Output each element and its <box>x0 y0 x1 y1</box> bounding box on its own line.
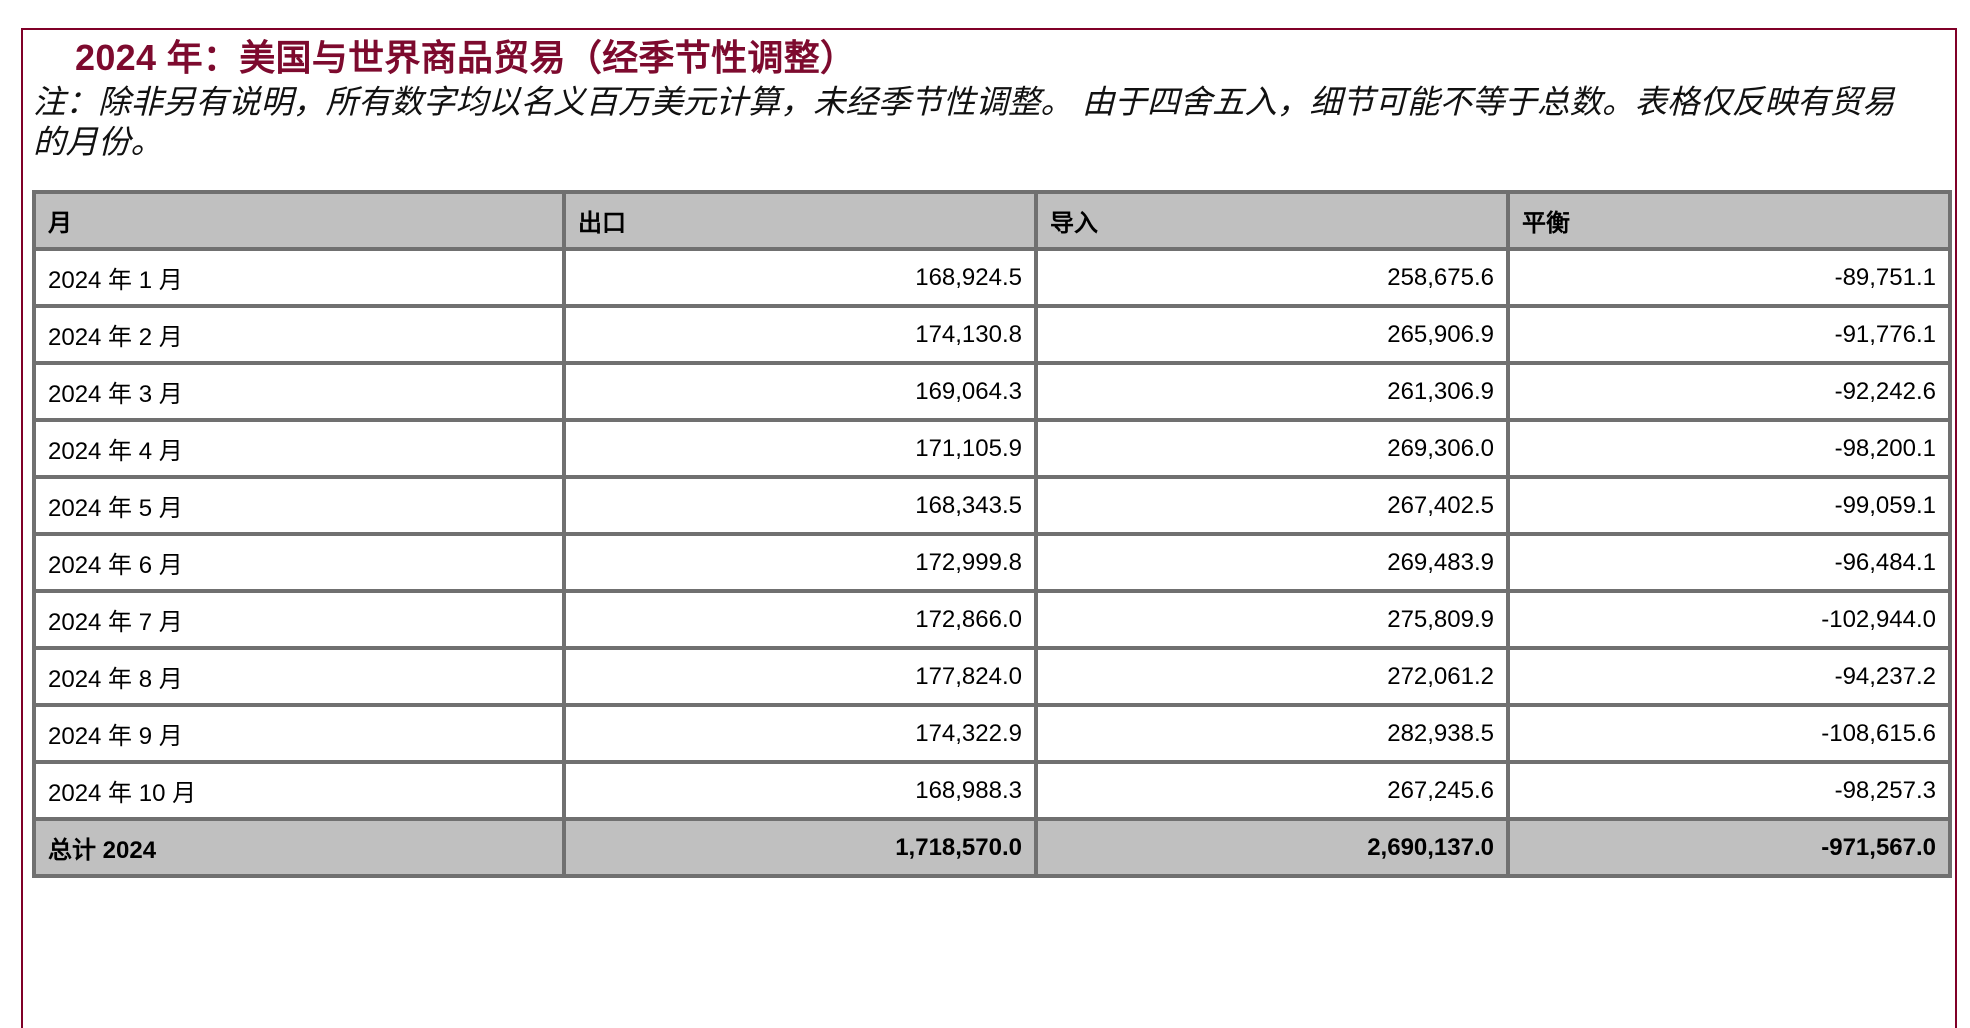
table-row: 2024 年 2 月 174,130.8 265,906.9 -91,776.1 <box>32 304 1952 365</box>
cell-total-exports: 1,718,570.0 <box>562 817 1038 878</box>
cell-exports: 172,999.8 <box>562 532 1038 593</box>
table-row: 2024 年 1 月 168,924.5 258,675.6 -89,751.1 <box>32 247 1952 308</box>
cell-exports: 174,322.9 <box>562 703 1038 764</box>
cell-imports: 261,306.9 <box>1034 361 1510 422</box>
table-row: 2024 年 7 月 172,866.0 275,809.9 -102,944.… <box>32 589 1952 650</box>
table-row: 2024 年 9 月 174,322.9 282,938.5 -108,615.… <box>32 703 1952 764</box>
table-note: 注：除非另有说明，所有数字均以名义百万美元计算，未经季节性调整。 由于四舍五入，… <box>33 84 1895 160</box>
cell-imports: 269,306.0 <box>1034 418 1510 479</box>
cell-total-imports: 2,690,137.0 <box>1034 817 1510 878</box>
cell-imports: 265,906.9 <box>1034 304 1510 365</box>
table-row: 2024 年 10 月 168,988.3 267,245.6 -98,257.… <box>32 760 1952 821</box>
cell-exports: 174,130.8 <box>562 304 1038 365</box>
cell-balance: -98,257.3 <box>1506 760 1952 821</box>
cell-imports: 258,675.6 <box>1034 247 1510 308</box>
cell-balance: -91,776.1 <box>1506 304 1952 365</box>
cell-balance: -102,944.0 <box>1506 589 1952 650</box>
cell-balance: -96,484.1 <box>1506 532 1952 593</box>
cell-imports: 267,402.5 <box>1034 475 1510 536</box>
cell-month: 2024 年 9 月 <box>32 703 566 764</box>
cell-balance: -108,615.6 <box>1506 703 1952 764</box>
table-total-row: 总计 2024 1,718,570.0 2,690,137.0 -971,567… <box>32 817 1952 878</box>
cell-exports: 171,105.9 <box>562 418 1038 479</box>
table-header-row: 月 出口 导入 平衡 <box>32 190 1952 251</box>
section-title: 2024 年：美国与世界商品贸易（经季节性调整） <box>63 36 869 80</box>
cell-imports: 275,809.9 <box>1034 589 1510 650</box>
cell-exports: 169,064.3 <box>562 361 1038 422</box>
cell-month: 2024 年 6 月 <box>32 532 566 593</box>
cell-balance: -94,237.2 <box>1506 646 1952 707</box>
cell-exports: 168,924.5 <box>562 247 1038 308</box>
table-row: 2024 年 6 月 172,999.8 269,483.9 -96,484.1 <box>32 532 1952 593</box>
cell-month: 2024 年 2 月 <box>32 304 566 365</box>
cell-exports: 168,988.3 <box>562 760 1038 821</box>
cell-total-label: 总计 2024 <box>32 817 566 878</box>
column-header-balance: 平衡 <box>1506 190 1952 251</box>
cell-month: 2024 年 7 月 <box>32 589 566 650</box>
cell-exports: 177,824.0 <box>562 646 1038 707</box>
cell-imports: 282,938.5 <box>1034 703 1510 764</box>
cell-month: 2024 年 5 月 <box>32 475 566 536</box>
column-header-exports: 出口 <box>562 190 1038 251</box>
cell-imports: 272,061.2 <box>1034 646 1510 707</box>
cell-month: 2024 年 3 月 <box>32 361 566 422</box>
cell-balance: -89,751.1 <box>1506 247 1952 308</box>
table-row: 2024 年 5 月 168,343.5 267,402.5 -99,059.1 <box>32 475 1952 536</box>
column-header-imports: 导入 <box>1034 190 1510 251</box>
table-row: 2024 年 8 月 177,824.0 272,061.2 -94,237.2 <box>32 646 1952 707</box>
cell-balance: -98,200.1 <box>1506 418 1952 479</box>
column-header-month: 月 <box>32 190 566 251</box>
table-row: 2024 年 4 月 171,105.9 269,306.0 -98,200.1 <box>32 418 1952 479</box>
trade-section-frame: 2024 年：美国与世界商品贸易（经季节性调整） <box>21 28 1957 1028</box>
cell-month: 2024 年 4 月 <box>32 418 566 479</box>
cell-exports: 168,343.5 <box>562 475 1038 536</box>
table-row: 2024 年 3 月 169,064.3 261,306.9 -92,242.6 <box>32 361 1952 422</box>
trade-table: 月 出口 导入 平衡 2024 年 1 月 168,924.5 258,675.… <box>32 190 1952 878</box>
cell-month: 2024 年 8 月 <box>32 646 566 707</box>
cell-imports: 269,483.9 <box>1034 532 1510 593</box>
cell-imports: 267,245.6 <box>1034 760 1510 821</box>
cell-balance: -92,242.6 <box>1506 361 1952 422</box>
cell-month: 2024 年 10 月 <box>32 760 566 821</box>
cell-exports: 172,866.0 <box>562 589 1038 650</box>
cell-total-balance: -971,567.0 <box>1506 817 1952 878</box>
cell-balance: -99,059.1 <box>1506 475 1952 536</box>
cell-month: 2024 年 1 月 <box>32 247 566 308</box>
